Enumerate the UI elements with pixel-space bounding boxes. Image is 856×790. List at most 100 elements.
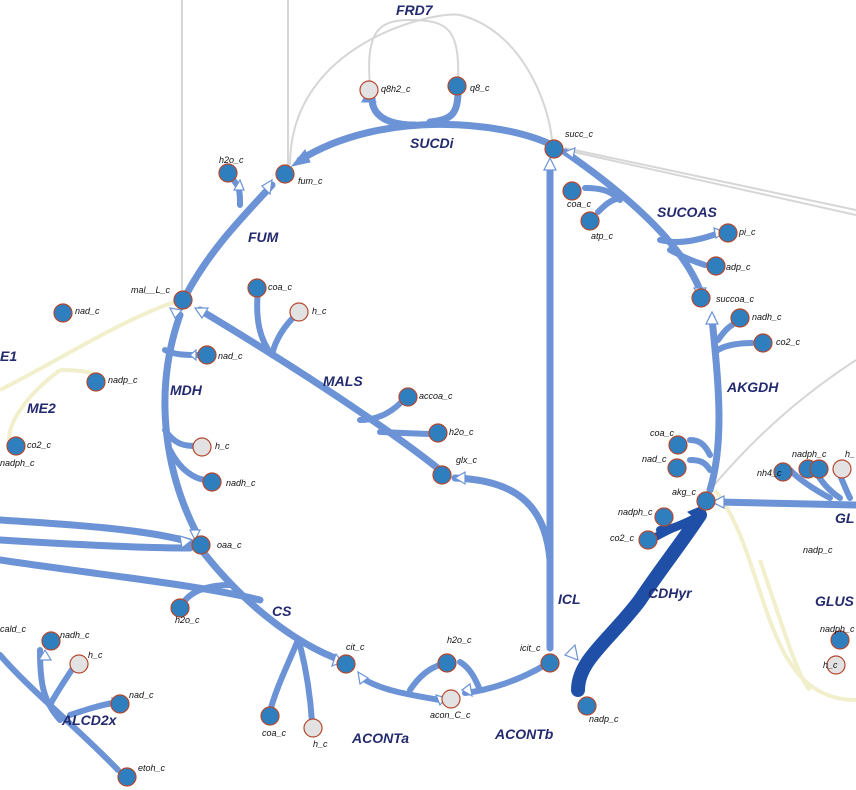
label-coa-sucoas: coa_c [567, 199, 592, 209]
node-accoa[interactable] [398, 387, 418, 407]
label-nadh-mdh: nadh_c [226, 478, 256, 488]
label-succ: succ_c [565, 129, 594, 139]
node-nadh-akgdh[interactable] [730, 308, 750, 328]
node-nad-mdh[interactable] [197, 345, 217, 365]
node-acon[interactable] [441, 689, 461, 709]
label-nad-mdh: nad_c [218, 351, 243, 361]
rxn-akgdh[interactable]: AKGDH [726, 379, 779, 395]
rxn-sucdi[interactable]: SUCDi [410, 135, 455, 151]
node-nadh-mdh[interactable] [202, 472, 222, 492]
label-nadp-icd: nadp_c [589, 714, 619, 724]
node-nad-akgdh[interactable] [667, 458, 687, 478]
node-akg[interactable] [696, 491, 716, 511]
node-adp[interactable] [706, 256, 726, 276]
label-co2-icd: co2_c [610, 533, 635, 543]
node-nadph-icd[interactable] [654, 507, 674, 527]
rxn-aconta[interactable]: ACONTa [351, 730, 409, 746]
node-h2o-acont[interactable] [437, 653, 457, 673]
node-co2-me[interactable] [6, 436, 26, 456]
rxn-frd7[interactable]: FRD7 [396, 2, 434, 18]
rxn-me2[interactable]: ME2 [27, 400, 56, 416]
label-nad-alcd: nad_c [129, 690, 154, 700]
label-pi: pi_c [738, 227, 756, 237]
reaction-edges [0, 88, 856, 773]
label-coa-akgdh: coa_c [650, 428, 675, 438]
label-co2-akgdh: co2_c [776, 337, 801, 347]
rxn-sucoas[interactable]: SUCOAS [657, 204, 718, 220]
label-akg: akg_c [672, 487, 697, 497]
node-h2o-cs[interactable] [170, 598, 190, 618]
rxn-me1[interactable]: E1 [0, 348, 17, 364]
label-h2o-mals: h2o_c [449, 427, 474, 437]
node-nadph-glus-2[interactable] [809, 459, 829, 479]
rxn-acontb[interactable]: ACONTb [494, 726, 554, 742]
node-succoa[interactable] [691, 288, 711, 308]
node-h-right[interactable] [826, 655, 846, 675]
node-nad-me[interactable] [53, 303, 73, 323]
node-h-mdh[interactable] [192, 437, 212, 457]
node-h-alcd[interactable] [69, 654, 89, 674]
node-nh4[interactable] [773, 462, 793, 482]
label-nh4: nh4_c [757, 468, 782, 478]
node-etoh[interactable] [117, 767, 137, 787]
rxn-mals[interactable]: MALS [323, 373, 363, 389]
node-icit[interactable] [540, 653, 560, 673]
node-h2o-mals[interactable] [428, 423, 448, 443]
node-h2o-fum[interactable] [218, 163, 238, 183]
rxn-icdhyr[interactable]: CDHyr [648, 585, 693, 601]
node-co2-akgdh[interactable] [753, 333, 773, 353]
metabolite-labels: succ_c q8h2_c q8_c h2o_c fum_c coa_c atp… [0, 83, 855, 773]
label-nadph-me: nadph_c [0, 458, 35, 468]
label-acald: cald_c [0, 624, 27, 634]
node-h-glus[interactable] [832, 459, 852, 479]
node-nad-alcd[interactable] [110, 694, 130, 714]
label-succoa: succoa_c [716, 294, 755, 304]
node-succ[interactable] [544, 139, 564, 159]
label-etoh: etoh_c [138, 763, 166, 773]
rxn-cs[interactable]: CS [272, 603, 292, 619]
rxn-alcd2x[interactable]: ALCD2x [61, 712, 118, 728]
label-mal: mal__L_c [131, 285, 171, 295]
rxn-glus[interactable]: GLUS [815, 593, 855, 609]
node-co2-icd[interactable] [638, 530, 658, 550]
rxn-fum[interactable]: FUM [248, 229, 279, 245]
label-nadh-akgdh: nadh_c [752, 312, 782, 322]
node-h-cs[interactable] [303, 718, 323, 738]
label-q8h2: q8h2_c [381, 84, 411, 94]
label-acon: acon_C_c [430, 710, 471, 720]
node-nadph-right[interactable] [830, 630, 850, 650]
label-h-mdh: h_c [215, 441, 230, 451]
label-h2o-fum: h2o_c [219, 155, 244, 165]
label-h2o-cs: h2o_c [175, 615, 200, 625]
node-nadp-icd[interactable] [577, 696, 597, 716]
node-coa-akgdh[interactable] [668, 435, 688, 455]
node-nadp-me[interactable] [86, 372, 106, 392]
node-coa-cs[interactable] [260, 706, 280, 726]
node-q8[interactable] [447, 76, 467, 96]
label-h-mals: h_c [312, 306, 327, 316]
node-fum[interactable] [275, 164, 295, 184]
label-nadp-me: nadp_c [108, 375, 138, 385]
node-cit[interactable] [336, 654, 356, 674]
label-nadh-alcd: nadh_c [60, 630, 90, 640]
node-q8h2[interactable] [359, 80, 379, 100]
reaction-labels: FRD7 SUCDi SUCOAS FUM MALS MDH E1 ME2 AK… [0, 2, 855, 746]
node-pi[interactable] [718, 223, 738, 243]
label-co2-me: co2_c [27, 440, 52, 450]
node-glx[interactable] [432, 465, 452, 485]
label-nadp-right: nadp_c [803, 545, 833, 555]
metabolite-nodes [6, 76, 852, 787]
rxn-icl[interactable]: ICL [558, 591, 581, 607]
node-coa-sucoas[interactable] [562, 181, 582, 201]
node-coa-mals[interactable] [247, 278, 267, 298]
rxn-mdh[interactable]: MDH [170, 382, 203, 398]
label-fum: fum_c [298, 176, 323, 186]
node-atp[interactable] [580, 211, 600, 231]
node-nadh-alcd[interactable] [41, 631, 61, 651]
node-oaa[interactable] [191, 535, 211, 555]
rxn-gl[interactable]: GL [835, 510, 854, 526]
label-nad-me: nad_c [75, 306, 100, 316]
node-h-mals[interactable] [289, 302, 309, 322]
node-mal[interactable] [173, 290, 193, 310]
